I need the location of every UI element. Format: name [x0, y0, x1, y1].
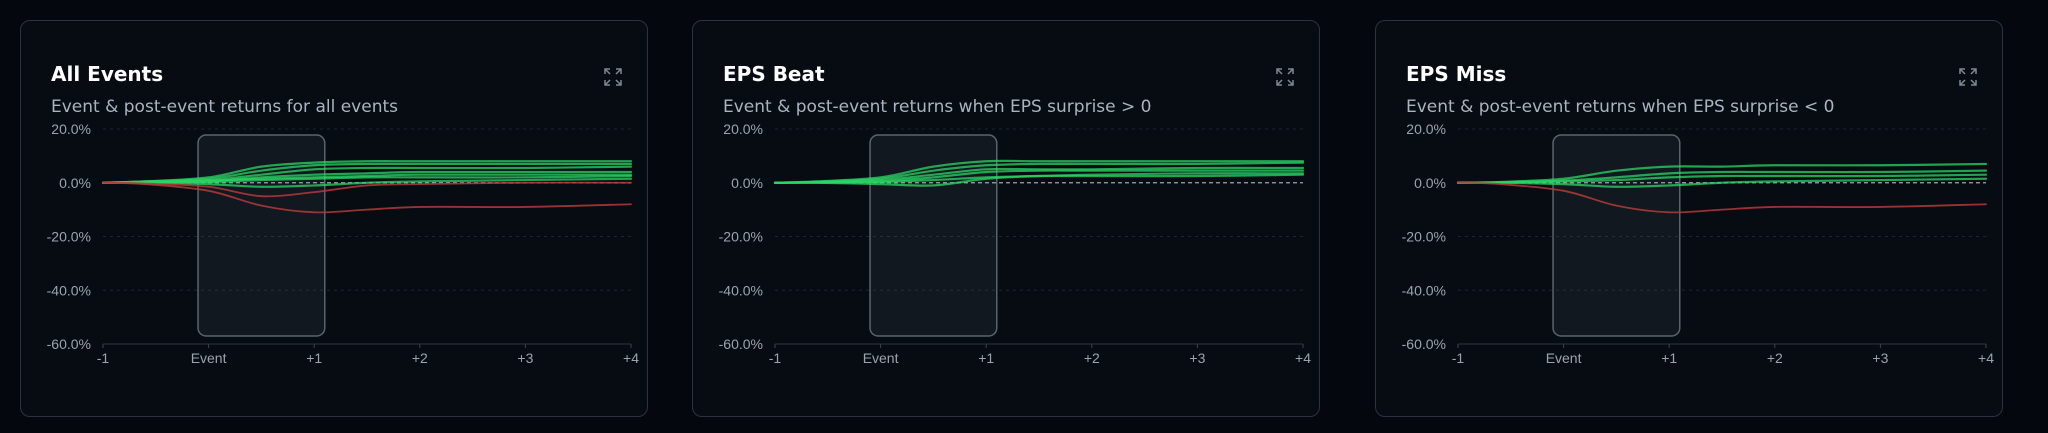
series-line: [1457, 181, 1987, 214]
x-tick-label: -1: [1452, 350, 1465, 366]
card-subtitle: Event & post-event returns when EPS surp…: [723, 97, 1152, 117]
x-tick-label: +4: [1295, 350, 1311, 366]
y-tick-label: -20.0%: [719, 229, 763, 245]
card-subtitle: Event & post-event returns for all event…: [51, 97, 398, 117]
x-tick-label: -1: [769, 350, 782, 366]
x-tick-label: Event: [1546, 350, 1582, 366]
y-tick-label: 0.0%: [1414, 175, 1446, 191]
x-tick-label: +4: [623, 350, 639, 366]
x-tick-label: +1: [1661, 350, 1677, 366]
chart-card-eps-beat: EPS Beat Event & post-event returns when…: [692, 20, 1320, 417]
series-line: [102, 181, 632, 198]
y-tick-label: 20.0%: [51, 121, 91, 137]
series-line: [101, 170, 633, 184]
series-line: [101, 173, 633, 184]
x-tick-label: Event: [191, 350, 227, 366]
card-title: EPS Miss: [1406, 62, 1507, 86]
y-tick-label: 20.0%: [723, 121, 763, 137]
series-line: [101, 177, 633, 188]
chart-card-all-events: All Events Event & post-event returns fo…: [20, 20, 648, 417]
expand-icon: [603, 67, 623, 87]
series-line: [773, 159, 1305, 184]
series-line: [1456, 173, 1988, 184]
y-tick-label: -60.0%: [47, 336, 91, 352]
y-tick-label: 0.0%: [731, 175, 763, 191]
series-line: [102, 181, 632, 214]
series-line: [773, 169, 1305, 184]
y-tick-label: -20.0%: [47, 229, 91, 245]
event-window-highlight: [1552, 134, 1681, 337]
y-tick-label: 0.0%: [59, 175, 91, 191]
series-line: [773, 161, 1305, 184]
series-line: [773, 173, 1305, 184]
x-tick-label: Event: [863, 350, 899, 366]
y-tick-label: -40.0%: [719, 282, 763, 298]
series-line: [101, 174, 633, 184]
expand-icon: [1958, 67, 1978, 87]
expand-button[interactable]: [603, 67, 623, 87]
x-tick-label: +3: [1189, 350, 1205, 366]
x-tick-label: +3: [517, 350, 533, 366]
event-window-highlight: [197, 134, 326, 337]
x-tick-label: +1: [306, 350, 322, 366]
x-tick-label: +4: [1978, 350, 1994, 366]
expand-button[interactable]: [1958, 67, 1978, 87]
x-tick-label: +1: [978, 350, 994, 366]
card-subtitle: Event & post-event returns when EPS surp…: [1406, 97, 1835, 117]
series-line: [773, 172, 1305, 187]
expand-button[interactable]: [1275, 67, 1295, 87]
event-window-highlight: [869, 134, 998, 337]
series-line: [1456, 177, 1988, 188]
y-tick-label: -60.0%: [1402, 336, 1446, 352]
x-tick-label: +2: [412, 350, 428, 366]
series-line: [1456, 162, 1988, 184]
expand-icon: [1275, 67, 1295, 87]
y-tick-label: -40.0%: [47, 282, 91, 298]
series-line: [101, 160, 633, 184]
chart-card-eps-miss: EPS Miss Event & post-event returns when…: [1375, 20, 2003, 417]
series-line: [101, 165, 633, 184]
x-tick-label: -1: [97, 350, 110, 366]
card-title: EPS Beat: [723, 62, 825, 86]
y-tick-label: 20.0%: [1406, 121, 1446, 137]
card-title: All Events: [51, 62, 164, 86]
y-tick-label: -40.0%: [1402, 282, 1446, 298]
series-line: [101, 162, 633, 184]
y-tick-label: -60.0%: [719, 336, 763, 352]
x-tick-label: +2: [1767, 350, 1783, 366]
y-tick-label: -20.0%: [1402, 229, 1446, 245]
series-line: [773, 166, 1305, 184]
x-tick-label: +2: [1084, 350, 1100, 366]
series-line: [1456, 169, 1988, 184]
x-tick-label: +3: [1872, 350, 1888, 366]
